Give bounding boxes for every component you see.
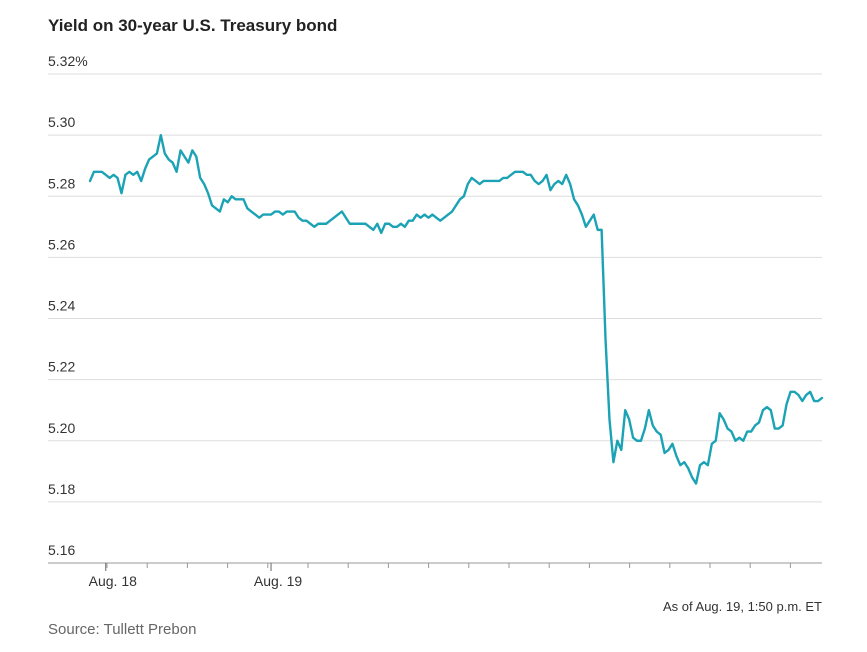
x-tick-label: Aug. 18 [89, 573, 137, 589]
y-tick-label: 5.18 [48, 481, 75, 497]
y-tick-label: 5.26 [48, 236, 75, 252]
y-tick-label: 5.30 [48, 114, 75, 130]
y-tick-label: 5.24 [48, 298, 75, 314]
chart-title: Yield on 30-year U.S. Treasury bond [48, 16, 337, 35]
note: As of Aug. 19, 1:50 p.m. ET [663, 599, 822, 614]
y-tick-label: 5.16 [48, 542, 75, 558]
y-tick-label: 5.22 [48, 359, 75, 375]
source: Source: Tullett Prebon [48, 621, 196, 638]
y-tick-label: 5.32% [48, 53, 88, 69]
x-tick-label: Aug. 19 [254, 573, 302, 589]
y-tick-label: 5.28 [48, 175, 75, 191]
y-tick-label: 5.20 [48, 420, 75, 436]
data-line [88, 133, 824, 485]
